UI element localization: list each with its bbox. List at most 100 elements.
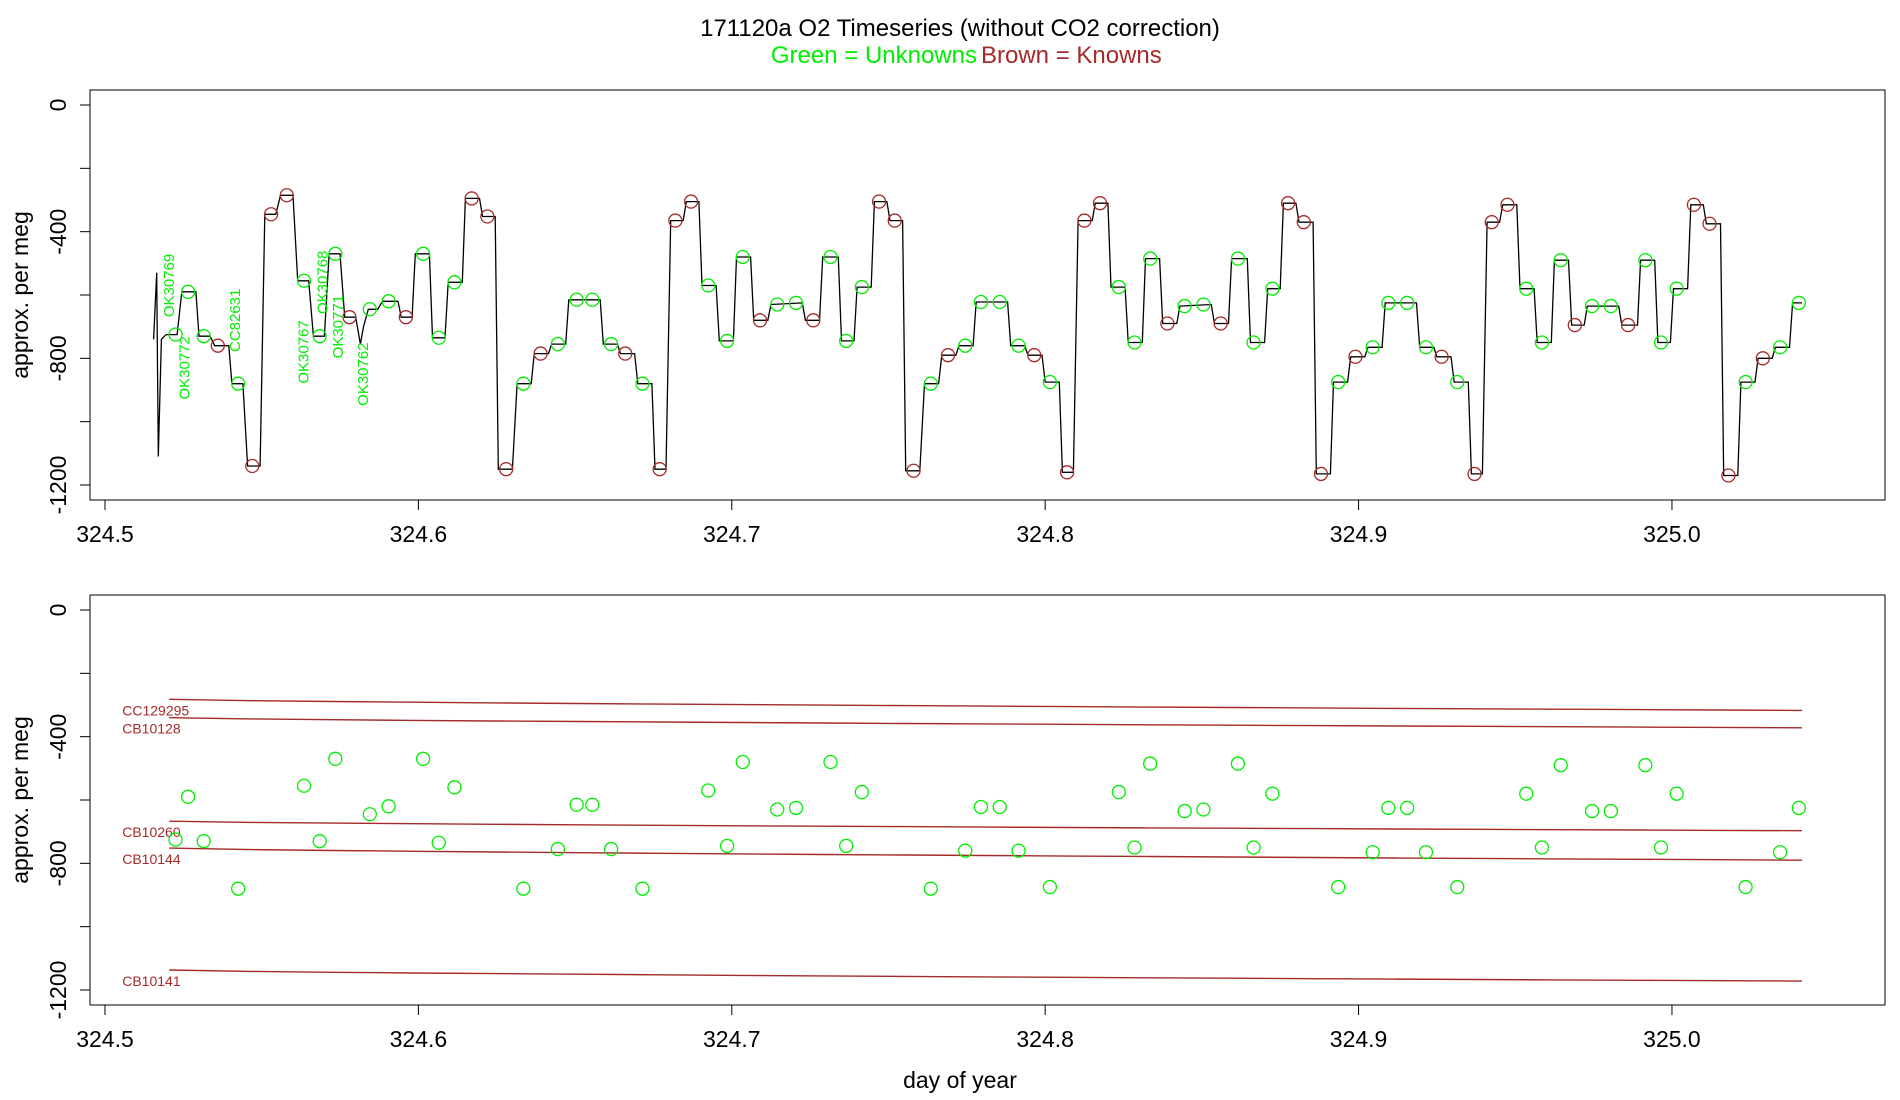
unknown-point xyxy=(1772,340,1788,355)
unknown-point xyxy=(1381,295,1396,311)
unknown-point xyxy=(1584,298,1600,314)
unknown-point xyxy=(296,273,312,288)
unknown-point xyxy=(973,294,989,310)
reference-label: CB10144 xyxy=(122,851,181,867)
unknown-point xyxy=(1365,845,1380,860)
unknown-point xyxy=(1450,374,1465,390)
unknown-point xyxy=(770,802,785,817)
x-tick-label: 324.5 xyxy=(76,1026,134,1052)
plot-frame xyxy=(89,89,1886,501)
unknown-point xyxy=(415,246,431,261)
unknown-point xyxy=(1553,253,1568,268)
known-point xyxy=(806,313,821,328)
unknown-point xyxy=(735,249,750,265)
unknown-point xyxy=(569,797,584,812)
unknown-point xyxy=(788,800,804,816)
x-tick-label: 324.8 xyxy=(1016,521,1074,547)
unknown-point xyxy=(1603,298,1619,314)
x-tick-label: 324.7 xyxy=(703,521,761,547)
unknown-point xyxy=(1399,800,1415,816)
unknown-point xyxy=(362,302,377,317)
unknown-point xyxy=(1519,281,1534,296)
unknown-point xyxy=(1196,297,1211,312)
unknown-point xyxy=(958,338,973,353)
unknown-point xyxy=(328,751,343,766)
unknown-point xyxy=(1553,758,1568,773)
unknown-point xyxy=(635,881,650,896)
known-point xyxy=(1755,351,1770,366)
unknown-point xyxy=(231,881,246,896)
reference-label: CB10141 xyxy=(122,973,181,989)
unknown-point xyxy=(1519,786,1534,801)
known-point xyxy=(342,310,357,325)
unknown-point xyxy=(1011,843,1026,858)
unknown-point xyxy=(1265,281,1280,296)
unknown-point xyxy=(569,292,584,307)
known-point xyxy=(1434,349,1449,364)
reference-label: CB10260 xyxy=(122,824,181,840)
y-tick-label: -400 xyxy=(45,714,71,760)
reference-line xyxy=(169,698,1803,712)
reference-label: CC129295 xyxy=(122,702,189,718)
y-tick-label: -1200 xyxy=(45,961,71,1020)
known-point xyxy=(1484,215,1499,230)
reference-label: CB10128 xyxy=(122,721,181,737)
unknown-point xyxy=(1196,802,1211,817)
unknown-point xyxy=(839,838,854,854)
unknown-point xyxy=(603,336,619,352)
known-point xyxy=(1160,316,1175,331)
known-point xyxy=(1296,215,1311,230)
known-point xyxy=(906,463,921,478)
unknown-point xyxy=(1772,845,1788,860)
unknown-point xyxy=(823,754,838,770)
known-point xyxy=(210,338,225,353)
unknown-point xyxy=(1230,251,1246,266)
unknown-point xyxy=(196,329,211,344)
unknown-point xyxy=(1331,374,1346,390)
unknown-point xyxy=(719,838,735,854)
unknown-point xyxy=(1653,840,1669,855)
unknown-point xyxy=(1669,786,1684,801)
known-point xyxy=(618,346,633,361)
x-tick-label: 325.0 xyxy=(1643,521,1701,547)
known-point xyxy=(1280,196,1296,211)
reference-line xyxy=(169,969,1803,982)
unknown-point xyxy=(958,843,973,858)
known-point xyxy=(871,194,887,209)
subtitle-unknowns: Green = Unknowns xyxy=(771,42,977,69)
known-point xyxy=(1721,468,1736,483)
unknown-point xyxy=(447,275,462,290)
x-tick-label: 324.9 xyxy=(1330,1026,1388,1052)
unknown-point xyxy=(231,376,246,391)
y-axis-title: approx. per meg xyxy=(7,211,33,378)
unknown-point xyxy=(1230,756,1246,771)
tank-id-label: OK30769 xyxy=(161,254,178,317)
known-point xyxy=(480,209,495,224)
unknown-point xyxy=(362,807,377,822)
unknown-point xyxy=(585,292,600,307)
unknown-point xyxy=(1042,374,1058,390)
known-point xyxy=(263,207,279,222)
x-tick-label: 324.7 xyxy=(703,1026,761,1052)
unknown-point xyxy=(701,278,716,293)
unknown-point xyxy=(1246,840,1261,855)
unknown-point xyxy=(1584,803,1600,819)
unknown-point xyxy=(1265,786,1280,801)
unknown-point xyxy=(431,330,446,345)
unknown-point xyxy=(1143,251,1158,266)
reference-line xyxy=(169,717,1803,729)
tank-id-label: OK30762 xyxy=(355,342,372,405)
known-point xyxy=(1313,466,1329,482)
unknown-point xyxy=(168,327,183,342)
known-point xyxy=(245,458,260,474)
unknown-point xyxy=(1399,295,1415,311)
x-axis-title: day of year xyxy=(903,1067,1017,1093)
unknown-point xyxy=(516,376,531,391)
unknown-point xyxy=(1638,758,1653,773)
known-point xyxy=(887,213,902,228)
unknown-point xyxy=(1381,800,1396,816)
unknown-point xyxy=(1177,803,1192,819)
unknown-point xyxy=(168,832,183,847)
unknown-point xyxy=(550,336,566,352)
